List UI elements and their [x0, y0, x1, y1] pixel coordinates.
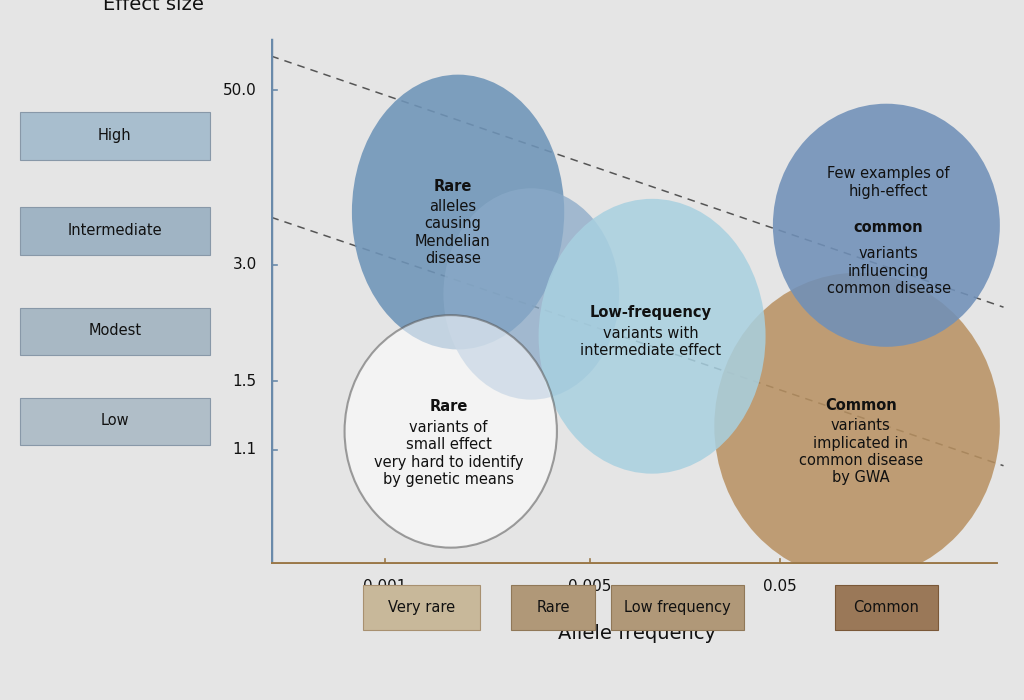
Text: Very rare: Very rare: [388, 600, 455, 615]
Text: High: High: [98, 128, 131, 143]
FancyBboxPatch shape: [20, 398, 210, 445]
Ellipse shape: [773, 104, 999, 346]
Text: 0.005: 0.005: [568, 580, 611, 594]
Text: variants
implicated in
common disease
by GWA: variants implicated in common disease by…: [799, 418, 923, 485]
FancyBboxPatch shape: [836, 584, 938, 630]
Ellipse shape: [352, 75, 564, 349]
Text: Low-frequency: Low-frequency: [590, 305, 712, 321]
Ellipse shape: [715, 273, 999, 580]
Ellipse shape: [443, 188, 620, 400]
Ellipse shape: [539, 199, 766, 474]
Text: Common: Common: [853, 600, 920, 615]
Text: Intermediate: Intermediate: [68, 223, 162, 238]
Text: Allele frequency: Allele frequency: [558, 624, 717, 643]
Text: variants of
small effect
very hard to identify
by genetic means: variants of small effect very hard to id…: [374, 420, 523, 487]
Text: 0.05: 0.05: [763, 580, 797, 594]
Text: 50.0: 50.0: [223, 83, 257, 98]
Text: Modest: Modest: [88, 323, 141, 339]
Text: 1.1: 1.1: [232, 442, 257, 457]
FancyBboxPatch shape: [362, 584, 480, 630]
FancyBboxPatch shape: [20, 112, 210, 160]
Text: Rare: Rare: [429, 400, 468, 414]
Ellipse shape: [344, 315, 557, 547]
Text: Low frequency: Low frequency: [625, 600, 731, 615]
Text: variants with
intermediate effect: variants with intermediate effect: [580, 326, 721, 358]
Text: Rare: Rare: [537, 600, 570, 615]
FancyBboxPatch shape: [611, 584, 744, 630]
Text: alleles
causing
Mendelian
disease: alleles causing Mendelian disease: [415, 199, 490, 266]
Text: Rare: Rare: [434, 178, 472, 193]
FancyBboxPatch shape: [511, 584, 595, 630]
Text: 1.5: 1.5: [232, 374, 257, 388]
Text: Low: Low: [100, 413, 129, 428]
Text: variants
influencing
common disease: variants influencing common disease: [826, 246, 950, 296]
FancyBboxPatch shape: [20, 308, 210, 356]
FancyBboxPatch shape: [20, 207, 210, 255]
Text: Effect size: Effect size: [103, 0, 204, 14]
Text: Few examples of
high-effect: Few examples of high-effect: [827, 167, 950, 199]
Text: common: common: [854, 220, 924, 235]
Text: 3.0: 3.0: [232, 258, 257, 272]
Text: Common: Common: [825, 398, 897, 413]
Text: 0.001: 0.001: [364, 580, 407, 594]
